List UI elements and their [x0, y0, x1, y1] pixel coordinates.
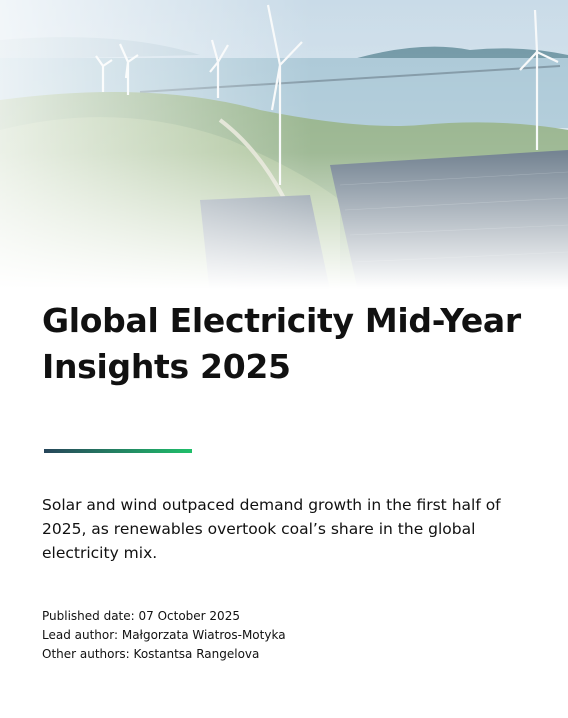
published-date: Published date: 07 October 2025 [42, 609, 240, 623]
lead-author: Lead author: Małgorzata Wiatros-Motyka [42, 628, 286, 642]
other-authors: Other authors: Kostantsa Rangelova [42, 647, 260, 661]
report-subtitle: Solar and wind outpaced demand growth in… [42, 496, 501, 562]
cover-photo [0, 0, 568, 340]
divider [44, 449, 192, 453]
report-meta: Published date: 07 October 2025 Lead aut… [42, 607, 286, 664]
report-title: Global Electricity Mid-Year Insights 202… [42, 301, 521, 386]
